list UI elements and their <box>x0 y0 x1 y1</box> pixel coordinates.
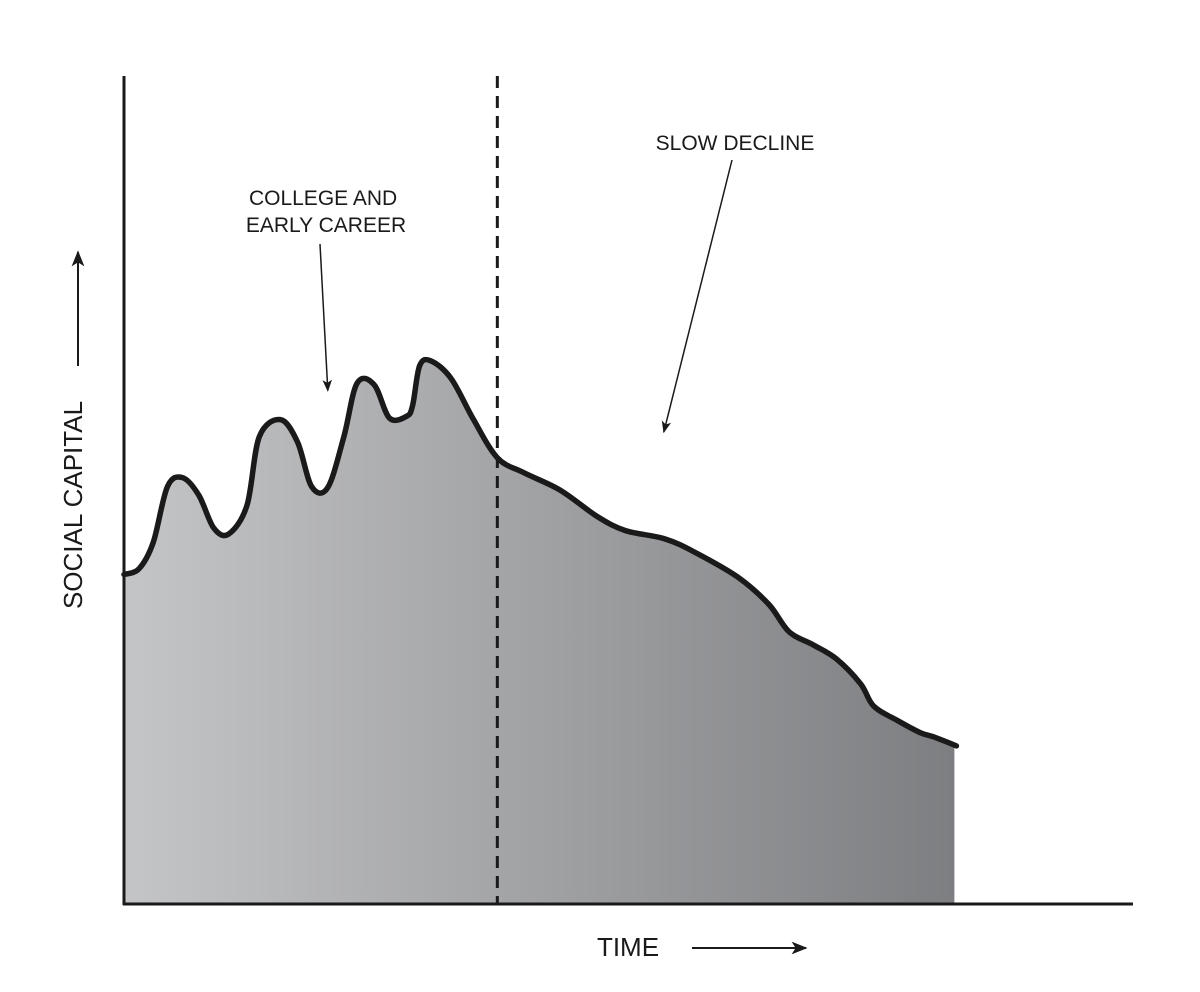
annotation-text: EARLY CAREER <box>246 214 406 237</box>
axes <box>122 76 1133 906</box>
area-fill <box>124 359 957 904</box>
annotation-college-early-career: COLLEGE AND EARLY CAREER <box>246 187 406 392</box>
y-axis-label: SOCIAL CAPITAL <box>58 401 88 609</box>
annotation-text: SLOW DECLINE <box>656 132 815 155</box>
x-axis-label: TIME <box>597 932 659 962</box>
series-line <box>121 356 960 749</box>
annotation-text: COLLEGE AND <box>249 187 397 210</box>
svg-text:COLLEGE AND EARLY CAREER: COLLEGE AND EARLY CAREER <box>246 187 406 237</box>
annotation-slow-decline: SLOW DECLINE <box>656 132 815 434</box>
annotation-arrow <box>661 159 733 434</box>
annotation-arrow <box>319 243 333 392</box>
plot-area <box>121 76 960 904</box>
